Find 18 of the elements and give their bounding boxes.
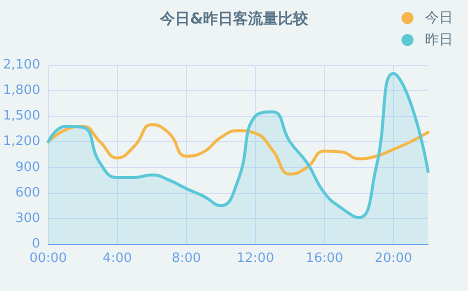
x-tick-label: 00:00 — [29, 251, 67, 266]
y-tick-label: 0 — [32, 236, 40, 252]
y-tick-label: 300 — [15, 210, 40, 226]
x-tick-label: 4:00 — [102, 251, 132, 266]
y-tick-label: 900 — [15, 160, 40, 175]
y-tick-label: 1,500 — [3, 108, 40, 124]
chart-title: 今日&昨日客流量比较 — [159, 10, 310, 28]
x-tick-label: 8:00 — [172, 251, 201, 266]
y-tick-label: 1,200 — [3, 134, 40, 150]
y-tick-label: 1,800 — [3, 83, 40, 98]
line-series — [46, 123, 430, 176]
x-tick-label: 12:00 — [236, 251, 274, 266]
legend-label: 昨日 — [425, 32, 453, 48]
x-tick-label: 20:00 — [374, 251, 412, 266]
legend-label: 今日 — [425, 10, 453, 26]
y-tick-label: 600 — [15, 185, 40, 200]
x-tick-label: 16:00 — [306, 251, 344, 266]
y-tick-label: 2,100 — [3, 58, 40, 72]
